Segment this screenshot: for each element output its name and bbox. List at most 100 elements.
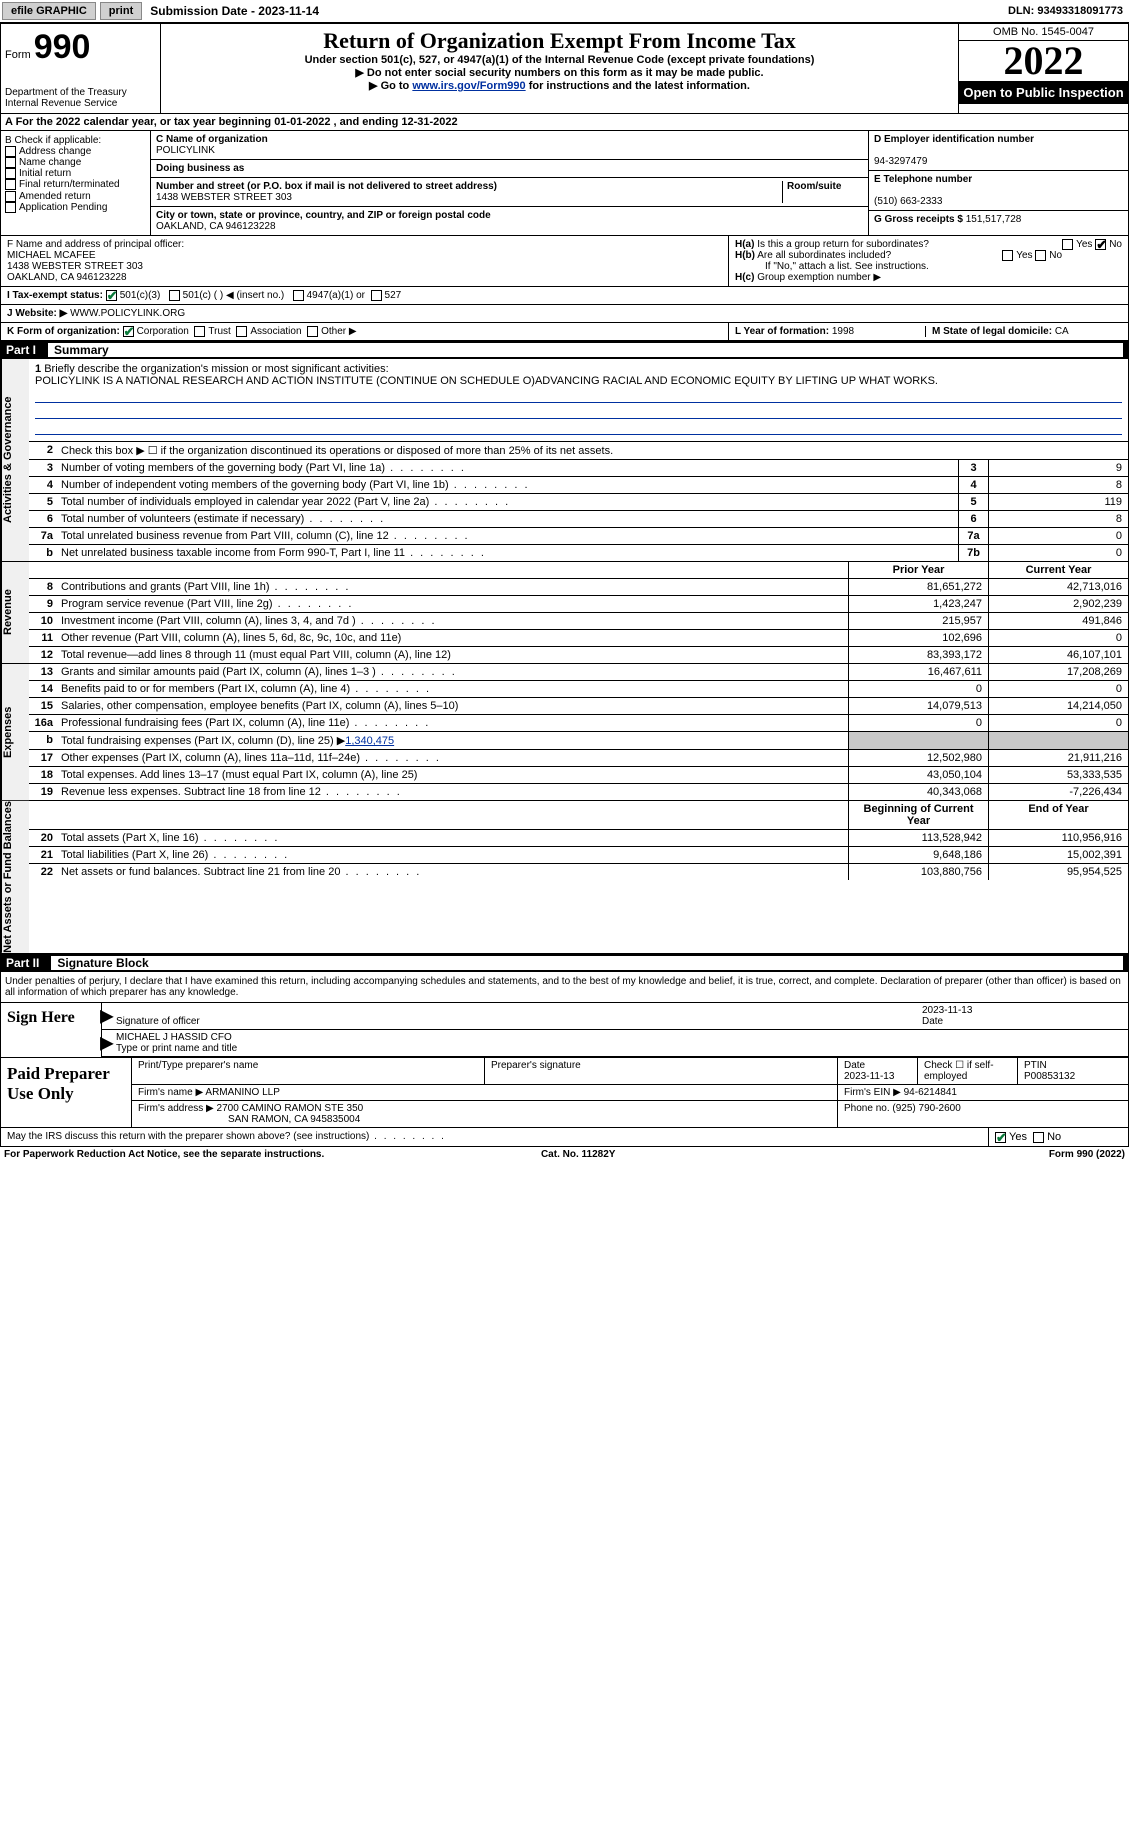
form-org-label: K Form of organization: [7,326,120,337]
officer-print-label: Type or print name and title [116,1043,237,1054]
chk-corporation[interactable] [123,326,134,337]
line7a-text: Total unrelated business revenue from Pa… [57,528,958,544]
line12-py: 83,393,172 [848,647,988,663]
officer-print-name: MICHAEL J HASSID CFO [116,1032,232,1043]
street-value: 1438 WEBSTER STREET 303 [156,192,292,203]
line18-cy: 53,333,535 [988,767,1128,783]
form-org-row: K Form of organization: Corporation Trus… [0,323,1129,341]
phone-label: E Telephone number [874,174,972,185]
fundraising-link[interactable]: 1,340,475 [345,735,394,747]
firm-addr1: 2700 CAMINO RAMON STE 350 [217,1103,364,1114]
penalty-text: Under penalties of perjury, I declare th… [0,972,1129,1003]
chk-other[interactable] [307,326,318,337]
chk-trust[interactable] [194,326,205,337]
opt-initial-return[interactable]: Initial return [5,168,146,179]
subtitle-3: ▶ Go to www.irs.gov/Form990 for instruct… [165,79,954,92]
website-row: J Website: ▶ WWW.POLICYLINK.ORG [0,305,1129,323]
firm-ein-label: Firm's EIN ▶ [844,1087,901,1098]
discuss-no[interactable] [1033,1132,1044,1143]
line21-cy: 15,002,391 [988,847,1128,863]
line4-val: 8 [988,477,1128,493]
hdr-current-year: Current Year [988,562,1128,578]
line3-text: Number of voting members of the governin… [57,460,958,476]
room-label: Room/suite [787,181,841,192]
prep-ptin-label: PTIN [1024,1060,1047,1071]
hb-label: Are all subordinates included? [757,250,891,261]
year-formed-value: 1998 [832,326,854,337]
opt-final-return[interactable]: Final return/terminated [5,179,146,190]
chk-501c3[interactable] [106,290,117,301]
state-dom-label: M State of legal domicile: [932,326,1052,337]
officer-group-row: F Name and address of principal officer:… [0,236,1129,287]
line11-cy: 0 [988,630,1128,646]
dln-label: DLN: 93493318091773 [1002,5,1129,17]
year-formed-label: L Year of formation: [735,326,829,337]
paid-preparer-block: Paid Preparer Use Only Print/Type prepar… [0,1058,1129,1128]
chk-527[interactable] [371,290,382,301]
chk-association[interactable] [236,326,247,337]
line14-text: Benefits paid to or for members (Part IX… [57,681,848,697]
line17-text: Other expenses (Part IX, column (A), lin… [57,750,848,766]
tab-revenue: Revenue [1,562,29,663]
dba-label: Doing business as [156,163,244,174]
form-number: 990 [34,28,91,66]
opt-name-change[interactable]: Name change [5,157,146,168]
part2-header: Part II Signature Block [0,954,1129,972]
line19-py: 40,343,068 [848,784,988,800]
org-name-label: C Name of organization [156,134,268,145]
sig-officer-label: Signature of officer [116,1016,200,1027]
line17-py: 12,502,980 [848,750,988,766]
prep-self-label: Check ☐ if self-employed [924,1060,994,1082]
line6-text: Total number of volunteers (estimate if … [57,511,958,527]
line16a-py: 0 [848,715,988,731]
line8-py: 81,651,272 [848,579,988,595]
print-button[interactable]: print [100,2,142,20]
summary-expenses: Expenses 13Grants and similar amounts pa… [0,664,1129,801]
line14-py: 0 [848,681,988,697]
firm-ein: 94-6214841 [904,1087,957,1098]
line13-text: Grants and similar amounts paid (Part IX… [57,664,848,680]
efile-button[interactable]: efile GRAPHIC [2,2,96,20]
line14-cy: 0 [988,681,1128,697]
officer-addr1: 1438 WEBSTER STREET 303 [7,261,143,272]
line16a-text: Professional fundraising fees (Part IX, … [57,715,848,731]
line13-cy: 17,208,269 [988,664,1128,680]
summary-netassets: Net Assets or Fund Balances Beginning of… [0,801,1129,954]
line22-py: 103,880,756 [848,864,988,880]
footer-left: For Paperwork Reduction Act Notice, see … [4,1149,324,1160]
prep-name-label: Print/Type preparer's name [138,1060,258,1071]
tax-year: 2022 [959,41,1128,81]
line16b-text: Total fundraising expenses (Part IX, col… [57,732,848,749]
sign-here-block: Sign Here Signature of officer 2023-11-1… [0,1003,1129,1058]
opt-address-change[interactable]: Address change [5,146,146,157]
opt-amended-return[interactable]: Amended return [5,191,146,202]
sig-date: 2023-11-13 [922,1005,972,1016]
line15-cy: 14,214,050 [988,698,1128,714]
discuss-yes[interactable] [995,1132,1006,1143]
city-value: OAKLAND, CA 946123228 [156,221,276,232]
discuss-text: May the IRS discuss this return with the… [1,1128,988,1146]
gross-receipts-label: G Gross receipts $ [874,214,963,225]
street-label: Number and street (or P.O. box if mail i… [156,181,497,192]
firm-name: ARMANINO LLP [205,1087,279,1098]
irs-link[interactable]: www.irs.gov/Form990 [412,80,525,92]
chk-501c[interactable] [169,290,180,301]
line8-cy: 42,713,016 [988,579,1128,595]
chk-4947[interactable] [293,290,304,301]
discuss-row: May the IRS discuss this return with the… [0,1128,1129,1147]
prep-sig-label: Preparer's signature [491,1060,581,1071]
line5-val: 119 [988,494,1128,510]
prep-date-label: Date [844,1060,865,1071]
dept-label: Department of the Treasury Internal Reve… [5,87,156,109]
officer-label: F Name and address of principal officer: [7,239,184,250]
firm-phone-label: Phone no. [844,1103,890,1114]
paid-preparer-label: Paid Preparer Use Only [1,1058,131,1127]
line20-cy: 110,956,916 [988,830,1128,846]
sig-date-label: Date [922,1016,943,1027]
opt-application-pending[interactable]: Application Pending [5,202,146,213]
entity-block: B Check if applicable: Address change Na… [0,131,1129,236]
subtitle-1: Under section 501(c), 527, or 4947(a)(1)… [165,54,954,66]
line22-cy: 95,954,525 [988,864,1128,880]
ha-label: Is this a group return for subordinates? [757,239,929,250]
tab-governance: Activities & Governance [1,359,29,561]
